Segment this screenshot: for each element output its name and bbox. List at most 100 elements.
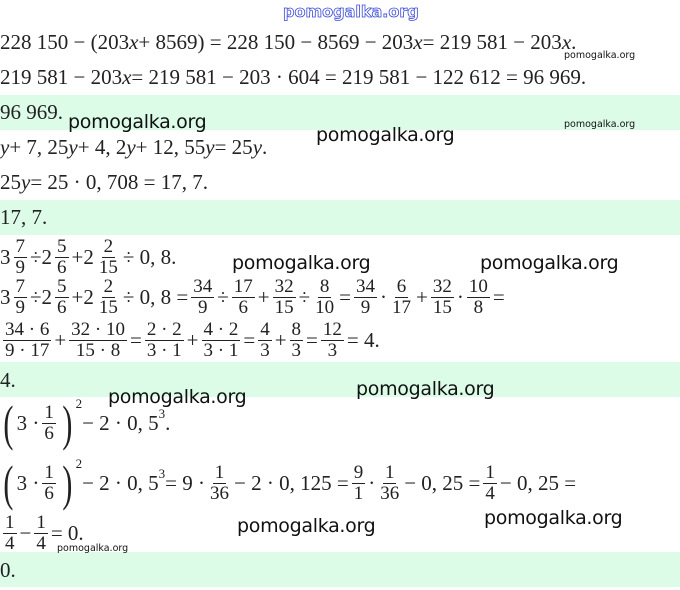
math-line: 228 150 − (203 x + 8569) = 228 150 − 8569… bbox=[0, 22, 576, 62]
numerator: 1 bbox=[3, 511, 17, 534]
fraction: 17 6 bbox=[231, 275, 255, 318]
fraction: 1 36 bbox=[208, 462, 231, 504]
math-text: ÷ bbox=[217, 284, 229, 309]
denominator: 8 bbox=[473, 296, 484, 318]
mixed-number: 2 2 15 bbox=[83, 276, 123, 318]
denominator: 6 bbox=[57, 256, 67, 278]
math-text: = bbox=[130, 327, 142, 352]
parenthesized-group: (3 · 1 6) 2 bbox=[0, 455, 82, 511]
whole-part: 2 bbox=[41, 244, 53, 269]
math-text: 3 · bbox=[16, 410, 40, 435]
math-text: = bbox=[306, 327, 318, 352]
variable: y bbox=[21, 169, 31, 194]
math-text: = bbox=[492, 284, 505, 309]
math-text: 25 bbox=[0, 169, 21, 194]
numerator: 5 bbox=[55, 275, 69, 298]
answer-band bbox=[0, 552, 680, 587]
right-paren: ) bbox=[62, 455, 73, 511]
watermark: pomogalka.org bbox=[564, 119, 636, 130]
fraction: 8 10 bbox=[313, 276, 336, 318]
numerator: 34 bbox=[191, 275, 215, 298]
watermark: pomogalka.org bbox=[57, 543, 129, 554]
numerator: 4 · 2 bbox=[201, 318, 241, 341]
math-text: . bbox=[571, 29, 577, 54]
denominator: 3 · 1 bbox=[203, 339, 239, 361]
watermark: pomogalka.org bbox=[484, 507, 623, 529]
math-text: + 12, 55 bbox=[135, 134, 206, 159]
watermark: pomogalka.org bbox=[564, 50, 636, 61]
watermark: pomogalka.org bbox=[316, 124, 455, 146]
denominator: 6 bbox=[44, 482, 54, 504]
numerator: 7 bbox=[13, 235, 27, 258]
math-text: + 7, 25 bbox=[9, 134, 69, 159]
numerator: 1 bbox=[42, 461, 56, 484]
math-text: = 25 · 0, 708 = 17, 7. bbox=[30, 169, 209, 194]
math-text: + bbox=[416, 284, 428, 309]
fraction: 2 15 bbox=[97, 235, 120, 278]
answer-band bbox=[0, 362, 680, 397]
numerator: 8 bbox=[289, 318, 304, 341]
denominator: 1 bbox=[353, 482, 364, 504]
fraction: 34 9 bbox=[354, 275, 377, 318]
math-text: 228 150 − (203 bbox=[0, 29, 130, 54]
variable: y bbox=[252, 134, 263, 159]
math-text: + bbox=[71, 284, 84, 309]
whole-part: 2 bbox=[83, 244, 94, 269]
math-text: ÷ bbox=[30, 284, 42, 309]
whole-part: 3 bbox=[0, 244, 11, 269]
denominator: 15 · 8 bbox=[75, 339, 121, 361]
fraction: 32 15 bbox=[272, 276, 296, 318]
whole-part: 3 bbox=[0, 284, 11, 309]
variable: x bbox=[561, 29, 572, 54]
answer-band bbox=[0, 200, 680, 235]
numerator: 1 bbox=[42, 401, 56, 424]
math-text: . bbox=[262, 134, 268, 159]
whole-part: 2 bbox=[41, 284, 53, 309]
answer-line: 4. bbox=[0, 360, 16, 400]
watermark: pomogalka.org bbox=[237, 515, 376, 537]
math-text: 96 969. bbox=[0, 99, 63, 124]
exponent: 2 bbox=[75, 396, 83, 411]
fraction: 32 · 10 15 · 8 bbox=[69, 319, 127, 361]
math-text: 17, 7. bbox=[0, 204, 48, 229]
variable: x bbox=[129, 29, 139, 54]
numerator: 2 bbox=[101, 235, 116, 258]
variable: y bbox=[0, 134, 10, 159]
math-line: 219 581 − 203 x = 219 581 − 203 · 604 = 2… bbox=[0, 57, 586, 97]
exponent: 3 bbox=[158, 406, 166, 421]
numerator: 1 bbox=[483, 461, 497, 484]
math-text: + bbox=[186, 327, 199, 352]
denominator: 15 bbox=[98, 296, 118, 318]
math-text: − 0, 25 = bbox=[404, 470, 481, 495]
denominator: 3 bbox=[260, 339, 270, 361]
numerator: 2 · 2 bbox=[144, 318, 184, 341]
math-text: = 25 bbox=[214, 134, 253, 159]
math-text: + 8569) = 228 150 − 8569 − 203 bbox=[138, 29, 414, 54]
whole-part: 2 bbox=[83, 284, 94, 309]
numerator: 1 bbox=[34, 511, 48, 534]
denominator: 4 bbox=[36, 532, 46, 554]
fraction: 1 36 bbox=[378, 461, 401, 504]
math-text: ÷ 0, 8 = bbox=[122, 284, 189, 309]
math-text: 3 · bbox=[16, 470, 40, 495]
numerator: 34 bbox=[354, 275, 377, 298]
mixed-number: 2 2 15 bbox=[83, 235, 123, 278]
numerator: 17 bbox=[231, 275, 255, 298]
fraction: 10 8 bbox=[466, 276, 490, 318]
numerator: 1 bbox=[382, 461, 397, 484]
math-text: 4. bbox=[0, 367, 16, 392]
math-text: = bbox=[339, 284, 351, 309]
numerator: 32 bbox=[430, 275, 454, 298]
